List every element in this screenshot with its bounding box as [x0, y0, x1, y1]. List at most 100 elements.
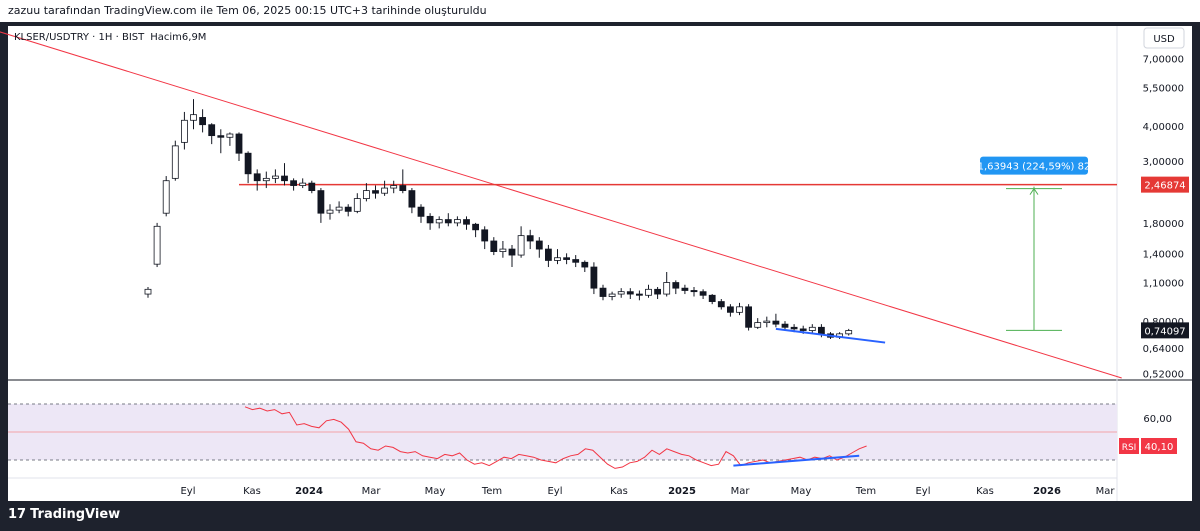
price-axis-badge — [1141, 322, 1189, 339]
candle-bullish[interactable] — [617, 291, 625, 295]
candle-bullish[interactable] — [517, 235, 525, 256]
candle-bullish[interactable] — [435, 219, 443, 224]
price-tick-label: 1,40000 — [1143, 249, 1184, 260]
candle-bullish[interactable] — [153, 225, 161, 265]
candle-bearish[interactable] — [717, 301, 725, 308]
candle-bullish[interactable] — [754, 322, 762, 328]
candle-bullish[interactable] — [271, 175, 279, 179]
rsi-divergence-line[interactable] — [733, 454, 860, 467]
candle-bearish[interactable] — [699, 291, 707, 296]
candle-bearish[interactable] — [563, 257, 570, 260]
candle-bearish[interactable] — [690, 290, 698, 293]
candle-bullish[interactable] — [645, 288, 652, 296]
candle-bearish[interactable] — [399, 185, 407, 192]
candle-bearish[interactable] — [727, 306, 734, 313]
candle-bearish[interactable] — [463, 219, 470, 225]
currency-label: USD — [1153, 34, 1175, 45]
candle-bearish[interactable] — [790, 326, 798, 330]
candle-bearish[interactable] — [408, 190, 416, 208]
candle-bullish[interactable] — [326, 209, 334, 214]
candle-bearish[interactable] — [799, 328, 807, 331]
candle-bullish[interactable] — [554, 257, 561, 261]
candle-bearish[interactable] — [490, 240, 498, 253]
price-tick-label: 4,00000 — [1143, 122, 1184, 133]
candle-bullish[interactable] — [808, 326, 816, 331]
descending-trendline[interactable] — [0, 22, 1122, 379]
time-tick-label: May — [425, 486, 446, 497]
rsi-pane[interactable]: 60,00 RSI 40,10 — [8, 403, 1177, 469]
candle-bearish[interactable] — [217, 135, 225, 138]
candle-bearish[interactable] — [308, 182, 316, 192]
candle-bullish[interactable] — [144, 288, 152, 295]
candle-bearish[interactable] — [244, 152, 252, 175]
candle-bearish[interactable] — [590, 266, 598, 289]
candle-bearish[interactable] — [599, 287, 607, 297]
candle-bullish[interactable] — [335, 206, 343, 211]
candle-bullish[interactable] — [226, 133, 234, 138]
candle-bullish[interactable] — [390, 185, 398, 189]
candle-bearish[interactable] — [535, 240, 543, 250]
rsi-series-line[interactable] — [244, 406, 867, 469]
chart-canvas[interactable]: 7,00000 5,50000 4,00000 3,00000 1,80000 1,400… — [0, 22, 1200, 501]
candle-bullish[interactable] — [763, 320, 771, 324]
candle-bullish[interactable] — [499, 248, 507, 253]
candle-bearish[interactable] — [199, 117, 207, 126]
candle-bearish[interactable] — [417, 206, 425, 217]
candle-bearish[interactable] — [472, 223, 480, 231]
price-tick-label: 1,80000 — [1143, 219, 1184, 230]
currency-button[interactable] — [1143, 27, 1185, 49]
candle-bearish[interactable] — [818, 326, 825, 335]
candle-bearish[interactable] — [654, 288, 661, 295]
candle-bearish[interactable] — [672, 282, 680, 289]
candle-bearish[interactable] — [526, 235, 534, 242]
candle-bullish[interactable] — [845, 330, 853, 335]
candle-bullish[interactable] — [453, 219, 461, 224]
candle-bullish[interactable] — [353, 198, 361, 212]
support-line[interactable] — [775, 327, 886, 344]
candle-bullish[interactable] — [362, 190, 370, 199]
candle-bullish[interactable] — [299, 182, 307, 186]
candle-bearish[interactable] — [636, 293, 643, 296]
candle-bearish[interactable] — [344, 206, 352, 212]
candle-bearish[interactable] — [772, 320, 780, 325]
candle-bearish[interactable] — [781, 323, 789, 328]
candle-bearish[interactable] — [290, 180, 298, 186]
tradingview-logo[interactable]: 17 TradingView — [8, 507, 120, 522]
candle-bullish[interactable] — [171, 145, 179, 179]
candle-bearish[interactable] — [745, 306, 752, 328]
candle-bullish[interactable] — [162, 180, 170, 214]
candle-bearish[interactable] — [444, 219, 452, 224]
candle-bearish[interactable] — [235, 133, 243, 154]
candle-bearish[interactable] — [372, 190, 379, 194]
time-tick-label: Tem — [481, 486, 502, 497]
candle-bearish[interactable] — [426, 215, 434, 224]
attribution-text: zazuu tarafından TradingView.com ile Tem… — [8, 4, 487, 17]
candle-bullish[interactable] — [381, 187, 389, 194]
candle-bearish[interactable] — [317, 190, 325, 214]
candle-bullish[interactable] — [663, 282, 671, 295]
measure-label-box[interactable] — [980, 156, 1088, 175]
rsi-tick-label: 60,00 — [1143, 414, 1172, 425]
time-tick-label: May — [791, 486, 812, 497]
candle-bullish[interactable] — [180, 119, 188, 143]
candle-bearish[interactable] — [281, 175, 288, 182]
candle-bearish[interactable] — [481, 229, 489, 242]
candle-bearish[interactable] — [581, 261, 589, 268]
price-pane[interactable]: 7,00000 5,50000 4,00000 3,00000 1,80000 1,400… — [0, 22, 1192, 501]
candle-bullish[interactable] — [262, 177, 270, 182]
candle-bearish[interactable] — [508, 248, 516, 256]
candle-bearish[interactable] — [572, 259, 580, 263]
candle-bearish[interactable] — [545, 248, 552, 261]
candle-bullish[interactable] — [736, 306, 743, 313]
price-tick-label: 1,10000 — [1143, 279, 1184, 290]
candle-bearish[interactable] — [681, 287, 689, 291]
time-tick-label: Tem — [855, 486, 876, 497]
rsi-value-badge — [1141, 438, 1177, 454]
candle-bullish[interactable] — [190, 114, 197, 121]
candle-bearish[interactable] — [708, 294, 716, 302]
candle-bearish[interactable] — [626, 291, 634, 295]
candle-bearish[interactable] — [253, 173, 261, 182]
time-axis[interactable]: Eyl Kas 2024 Mar May Tem Eyl Kas 2025 Mar May Tem Ey… — [8, 477, 1117, 497]
candle-bullish[interactable] — [608, 293, 616, 297]
candle-bearish[interactable] — [208, 124, 216, 137]
